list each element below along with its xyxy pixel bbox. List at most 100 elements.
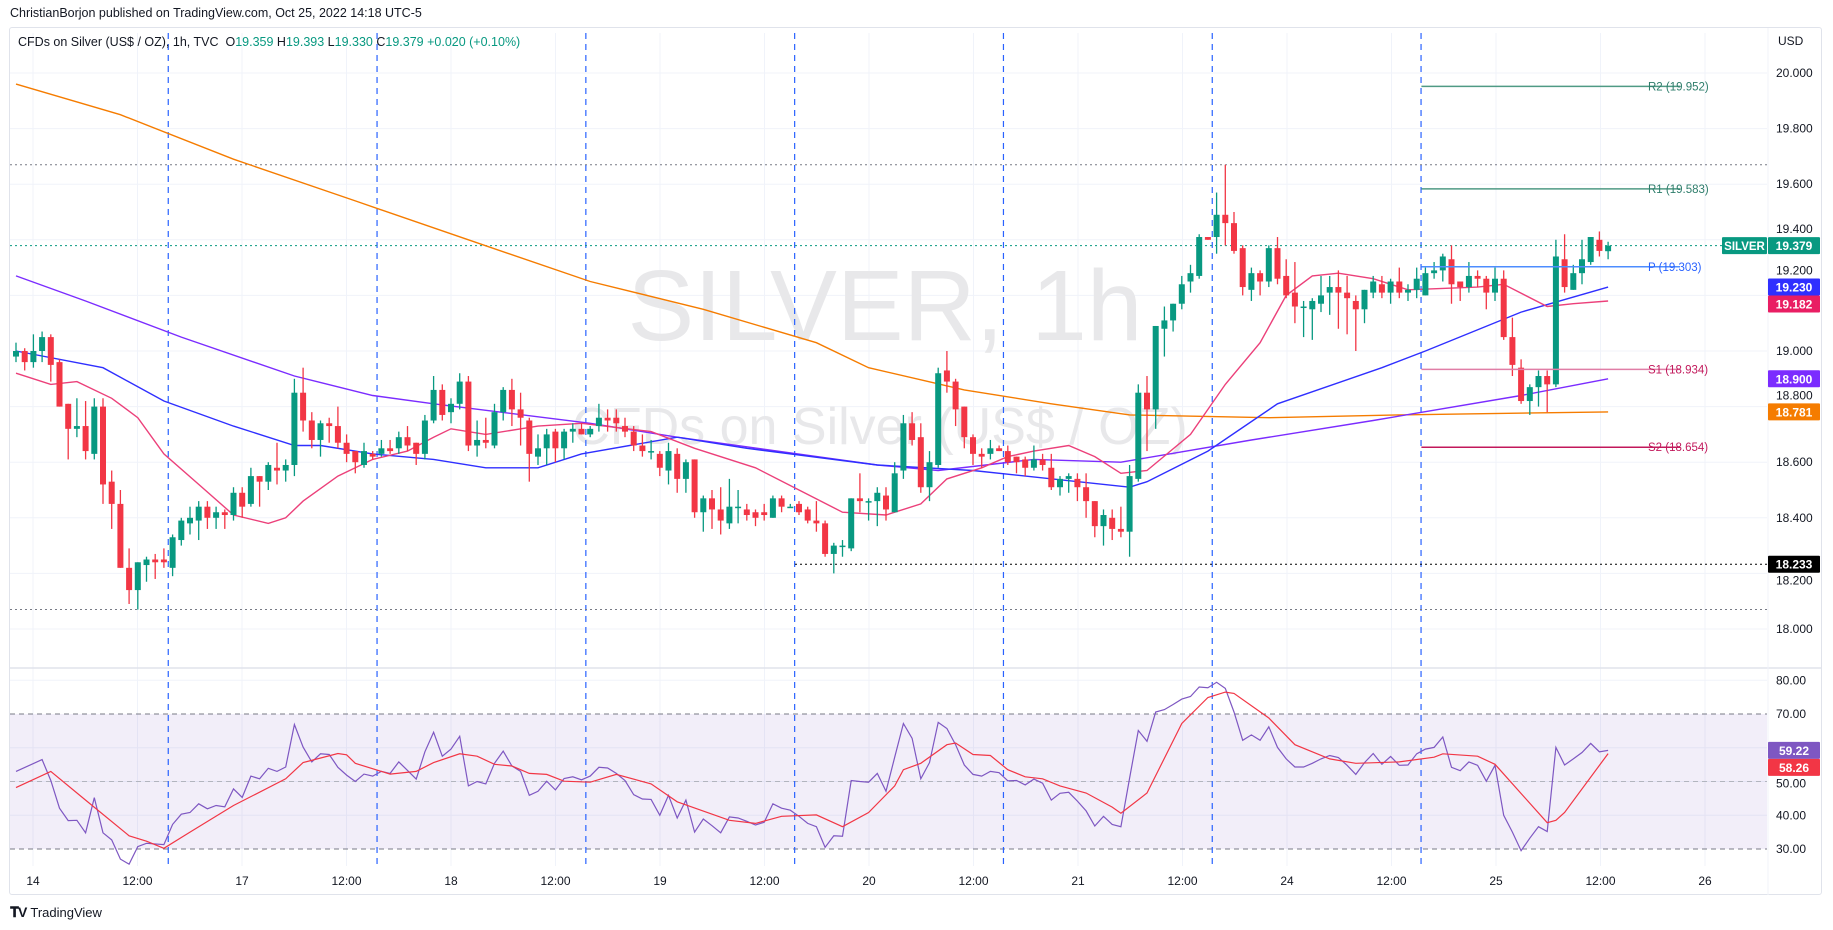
candle-body-down bbox=[1039, 459, 1046, 465]
moving-average-line bbox=[15, 83, 1609, 419]
candle-body-down bbox=[239, 492, 246, 507]
candle-body-up bbox=[1100, 515, 1107, 527]
candle-body-up bbox=[361, 451, 367, 465]
candle-body-up bbox=[1535, 376, 1542, 388]
candle-body-up bbox=[891, 473, 898, 513]
candle-body-down bbox=[1483, 278, 1490, 293]
rsi-tick-label: 80.00 bbox=[1776, 673, 1806, 687]
candle-body-down bbox=[883, 495, 889, 510]
candle-body-up bbox=[500, 389, 507, 413]
candle-body-down bbox=[1004, 451, 1011, 463]
candle-body-down bbox=[47, 337, 54, 365]
candle-body-down bbox=[778, 498, 785, 507]
candle-body-up bbox=[265, 464, 272, 482]
candle-body-up bbox=[839, 545, 846, 548]
symbol-watermark: SILVER, 1h CFDs on Silver (US$ / OZ) bbox=[572, 250, 1187, 456]
candle-body-up bbox=[378, 448, 385, 454]
candle-body-down bbox=[1109, 517, 1116, 529]
time-tick-label: 17 bbox=[235, 874, 249, 888]
candle-body-down bbox=[796, 503, 802, 513]
candle-body-up bbox=[73, 426, 80, 429]
candle-body-up bbox=[421, 420, 428, 454]
price-tags: SILVER 19.379 19.230 19.182 18.900 18.781 18.2… bbox=[1722, 237, 1820, 776]
legend-change: +0.020 (+0.10%) bbox=[427, 35, 521, 49]
candle-body-up bbox=[926, 462, 933, 488]
candle-body-up bbox=[1213, 214, 1220, 238]
candle-body-up bbox=[1465, 275, 1472, 288]
price-tick-label: 18.200 bbox=[1776, 573, 1813, 587]
watermark-description: CFDs on Silver (US$ / OZ) bbox=[572, 398, 1187, 456]
pivot-label: R1 (19.583) bbox=[1648, 184, 1709, 196]
candle-body-up bbox=[569, 428, 576, 432]
candle-body-down bbox=[1396, 281, 1403, 293]
pivot-label: S1 (18.934) bbox=[1648, 364, 1708, 376]
candle-body-down bbox=[326, 423, 333, 427]
candle-body-up bbox=[169, 537, 176, 568]
candle-body-down bbox=[656, 453, 663, 468]
rsi-ma-line bbox=[15, 691, 1609, 849]
candle-body-up bbox=[1187, 273, 1194, 282]
candle-body-down bbox=[108, 481, 115, 504]
candle-body-down bbox=[404, 437, 411, 446]
price-axis[interactable]: 20.000 19.800 19.600 19.400 19.200 19.000 18.8… bbox=[1776, 66, 1813, 856]
candle-body-down bbox=[1544, 376, 1551, 385]
price-tick-label: 18.000 bbox=[1776, 622, 1813, 636]
candle-body-down bbox=[804, 509, 811, 521]
candle-body-up bbox=[282, 464, 289, 471]
candle-body-up bbox=[735, 506, 742, 509]
candle-body-up bbox=[1300, 306, 1307, 309]
candle-body-up bbox=[1526, 387, 1533, 402]
candle-body-down bbox=[117, 503, 124, 568]
ma-price-tag: 18.781 bbox=[1776, 405, 1813, 419]
candle-body-down bbox=[630, 431, 637, 446]
legend-title: CFDs on Silver (US$ / OZ), 1h, TVC bbox=[18, 35, 219, 49]
legend-high: 19.393 bbox=[285, 35, 325, 49]
candle-body-down bbox=[622, 426, 628, 432]
candle-body-up bbox=[1178, 284, 1185, 304]
candle-body-up bbox=[848, 498, 855, 549]
candle-body-up bbox=[13, 351, 19, 357]
time-axis[interactable]: 14 12:00 17 12:00 18 12:00 19 12:00 20 12:00 21 12:… bbox=[26, 874, 1712, 888]
time-tick-label: 21 bbox=[1071, 874, 1085, 888]
watermark-symbol: SILVER, 1h bbox=[627, 250, 1142, 362]
candle-body-down bbox=[1335, 287, 1342, 293]
rsi-value-tag: 59.22 bbox=[1779, 744, 1809, 758]
candle-body-up bbox=[1161, 320, 1168, 329]
candle-body-down bbox=[1283, 275, 1290, 296]
time-tick-label: 24 bbox=[1280, 874, 1294, 888]
price-tick-label: 19.600 bbox=[1776, 177, 1813, 191]
candle-body-up bbox=[134, 562, 141, 591]
candle-body-down bbox=[674, 453, 681, 479]
candle-body-up bbox=[143, 559, 150, 566]
candle-body-up bbox=[648, 451, 655, 453]
candle-body-down bbox=[308, 420, 315, 440]
candle-body-up bbox=[1326, 287, 1333, 293]
candle-body-up bbox=[726, 506, 733, 524]
candle-body-down bbox=[970, 437, 976, 454]
horizontal-levels bbox=[10, 164, 1767, 611]
candle-body-up bbox=[213, 512, 220, 518]
candle-body-up bbox=[987, 448, 994, 454]
candle-body-up bbox=[1152, 325, 1159, 410]
time-tick-label: 12:00 bbox=[749, 874, 779, 888]
candle-body-up bbox=[865, 501, 872, 503]
rsi-ma-value-tag-bg bbox=[1768, 758, 1820, 776]
candle-body-down bbox=[100, 406, 106, 485]
candle-body-down bbox=[1352, 300, 1359, 310]
pivot-label: P (19.303) bbox=[1648, 262, 1702, 274]
candle-body-up bbox=[474, 439, 481, 446]
candle-body-down bbox=[1013, 456, 1020, 463]
candle-body-up bbox=[30, 351, 37, 363]
candle-body-down bbox=[613, 417, 620, 424]
time-tick-label: 12:00 bbox=[1167, 874, 1197, 888]
candle-body-up bbox=[1413, 278, 1420, 290]
candle-body-down bbox=[21, 351, 28, 363]
footer-brand: 𝐓V TradingView bbox=[10, 904, 102, 921]
candle-body-up bbox=[561, 431, 568, 449]
candle-body-up bbox=[91, 406, 98, 454]
candle-body-down bbox=[952, 381, 959, 410]
candle-body-down bbox=[1500, 278, 1507, 338]
candle-body-down bbox=[1274, 248, 1281, 279]
candle-body-up bbox=[1439, 256, 1446, 271]
